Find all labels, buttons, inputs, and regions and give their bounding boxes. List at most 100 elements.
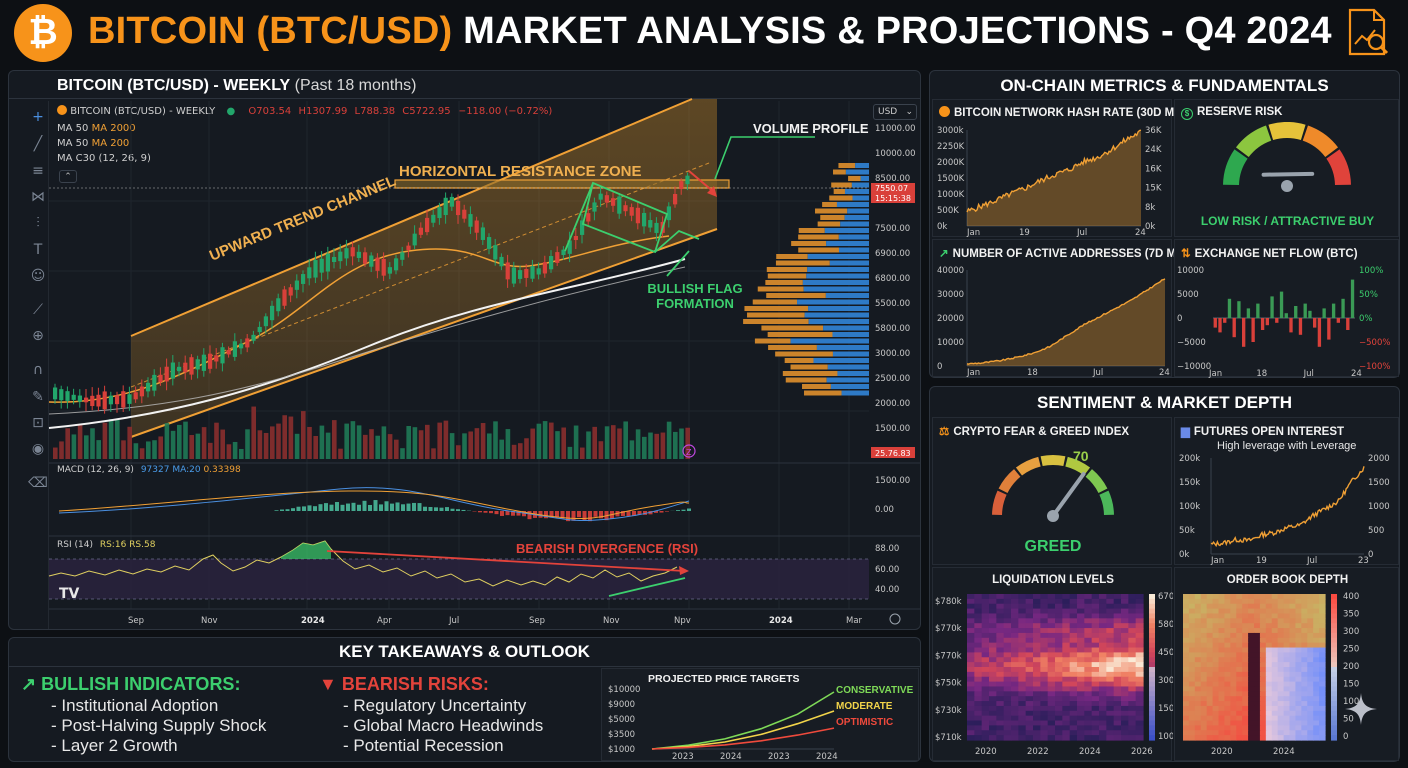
heat-cell: [1055, 618, 1063, 624]
emoji-icon[interactable]: ☺: [30, 268, 46, 284]
heat-cell: [1212, 598, 1220, 605]
heat-cell: [1289, 725, 1297, 731]
heat-cell: [974, 671, 983, 678]
heat-cell: [1307, 613, 1314, 619]
heat-cell: [1062, 637, 1071, 644]
candle-body: [580, 220, 585, 235]
heat-cell: [1069, 696, 1078, 702]
trendline-icon[interactable]: ╱: [33, 136, 43, 152]
heat-cell: [1194, 628, 1202, 634]
heat-cell: [1319, 701, 1326, 707]
candle-body: [679, 181, 684, 190]
projected-targets-title: PROJECTED PRICE TARGETS: [648, 673, 800, 685]
heat-cell: [1135, 696, 1144, 702]
heat-cell: [1283, 735, 1291, 741]
volume-profile-sell: [757, 286, 804, 292]
crosshair-icon[interactable]: +: [32, 109, 44, 125]
heat-cell: [1301, 681, 1308, 688]
pattern-icon[interactable]: ⋈: [31, 189, 45, 205]
heat-cell: [1271, 705, 1279, 712]
volume-bar: [220, 429, 225, 459]
heat-cell: [1040, 632, 1049, 639]
pencil-lock-icon[interactable]: ✎: [32, 389, 44, 405]
ohlc-low: L788.38: [354, 106, 396, 117]
resistance-zone: [394, 179, 730, 189]
heat-cell: [1230, 735, 1237, 741]
price-chart-svg[interactable]: 7550.07 15:15:38 25.76.83 Z 11000.001000…: [9, 71, 920, 629]
chevron-down-icon: ⌄: [905, 107, 913, 117]
heat-cell: [1313, 623, 1320, 629]
volume-bar: [369, 429, 374, 459]
resistance-label: HORIZONTAL RESISTANCE ZONE: [399, 163, 642, 180]
horizontal-lines-icon[interactable]: ≡: [32, 163, 44, 179]
colorbar-cell: [1331, 618, 1337, 624]
ma-legend-2[interactable]: MA 50 MA 200: [57, 138, 129, 149]
volume-bar: [102, 422, 108, 459]
heat-cell: [1003, 598, 1012, 605]
heat-cell: [1212, 667, 1220, 673]
hashrate-chart[interactable]: 3000k2250K2000K1500K1000K500K0k36K24K16K…: [933, 122, 1173, 238]
heat-cell: [1313, 632, 1320, 639]
heat-cell: [1218, 647, 1226, 653]
heat-cell: [1084, 667, 1093, 673]
heat-cell: [1230, 705, 1237, 712]
ma-legend-3[interactable]: MA C30 (12, 26, 9): [57, 153, 151, 164]
heat-cell: [1200, 710, 1208, 717]
heat-cell: [1265, 667, 1273, 673]
report-analysis-icon[interactable]: [1346, 8, 1390, 56]
flow-bar: [1303, 303, 1307, 318]
trash-icon[interactable]: ⌫: [28, 475, 48, 491]
heat-cell: [1055, 676, 1063, 683]
heat-cell: [1003, 618, 1012, 624]
gauge-segment: [1235, 125, 1272, 158]
heat-cell: [1011, 676, 1019, 683]
macd-bar: [445, 507, 449, 511]
heat-cell: [1194, 657, 1202, 663]
macd-bar: [478, 511, 482, 513]
fib-icon[interactable]: ⫶: [36, 215, 40, 231]
heat-cell: [1025, 686, 1034, 692]
heat-cell: [1055, 701, 1063, 707]
rsi-axis-label: 88.00: [875, 544, 899, 554]
lock-icon[interactable]: ⊡: [32, 415, 44, 431]
heat-cell: [1295, 642, 1302, 649]
magnet-icon[interactable]: ∩: [32, 362, 44, 378]
heat-cell: [967, 647, 975, 653]
heat-cell: [1106, 613, 1115, 619]
heat-cell: [1003, 676, 1012, 683]
heat-cell: [1289, 603, 1297, 610]
volume-bar: [654, 433, 659, 459]
zoom-in-icon[interactable]: ⊕: [32, 328, 44, 344]
heat-cell: [1301, 667, 1308, 673]
macd-legend[interactable]: MACD (12, 26, 9) 97327 MA:20 0.33398: [57, 465, 241, 475]
heat-cell: [1224, 720, 1231, 726]
volume-bar: [146, 441, 151, 459]
heat-cell: [981, 642, 990, 649]
heat-cell: [1033, 662, 1041, 668]
heat-cell: [1319, 710, 1326, 717]
heat-cell: [1230, 637, 1237, 644]
heat-cell: [1200, 725, 1208, 731]
macd-value-2: MA:20: [172, 465, 201, 475]
colorbar-label: 350: [1343, 610, 1359, 620]
ruler-icon[interactable]: ⟋: [33, 302, 43, 318]
heat-cell: [1003, 696, 1012, 702]
eye-icon[interactable]: ◉: [31, 441, 45, 457]
currency-select[interactable]: USD ⌄: [873, 104, 917, 120]
heat-cell: [1295, 710, 1302, 717]
heat-cell: [1212, 725, 1220, 731]
text-icon[interactable]: T: [33, 242, 43, 258]
heat-cell: [967, 632, 975, 639]
heat-cell: [1271, 652, 1279, 658]
collapse-legend-button[interactable]: ⌃: [59, 170, 77, 183]
rsi-legend[interactable]: RSI (14) RS:16 RS.58: [57, 540, 155, 550]
ma-legend-1[interactable]: MA 50 MA 2000: [57, 123, 136, 134]
netflow-chart[interactable]: 1000050000−5000−10000100%50%0%−500%−100%…: [1175, 262, 1400, 378]
macd-bar: [406, 503, 411, 511]
candle-body: [108, 395, 113, 405]
